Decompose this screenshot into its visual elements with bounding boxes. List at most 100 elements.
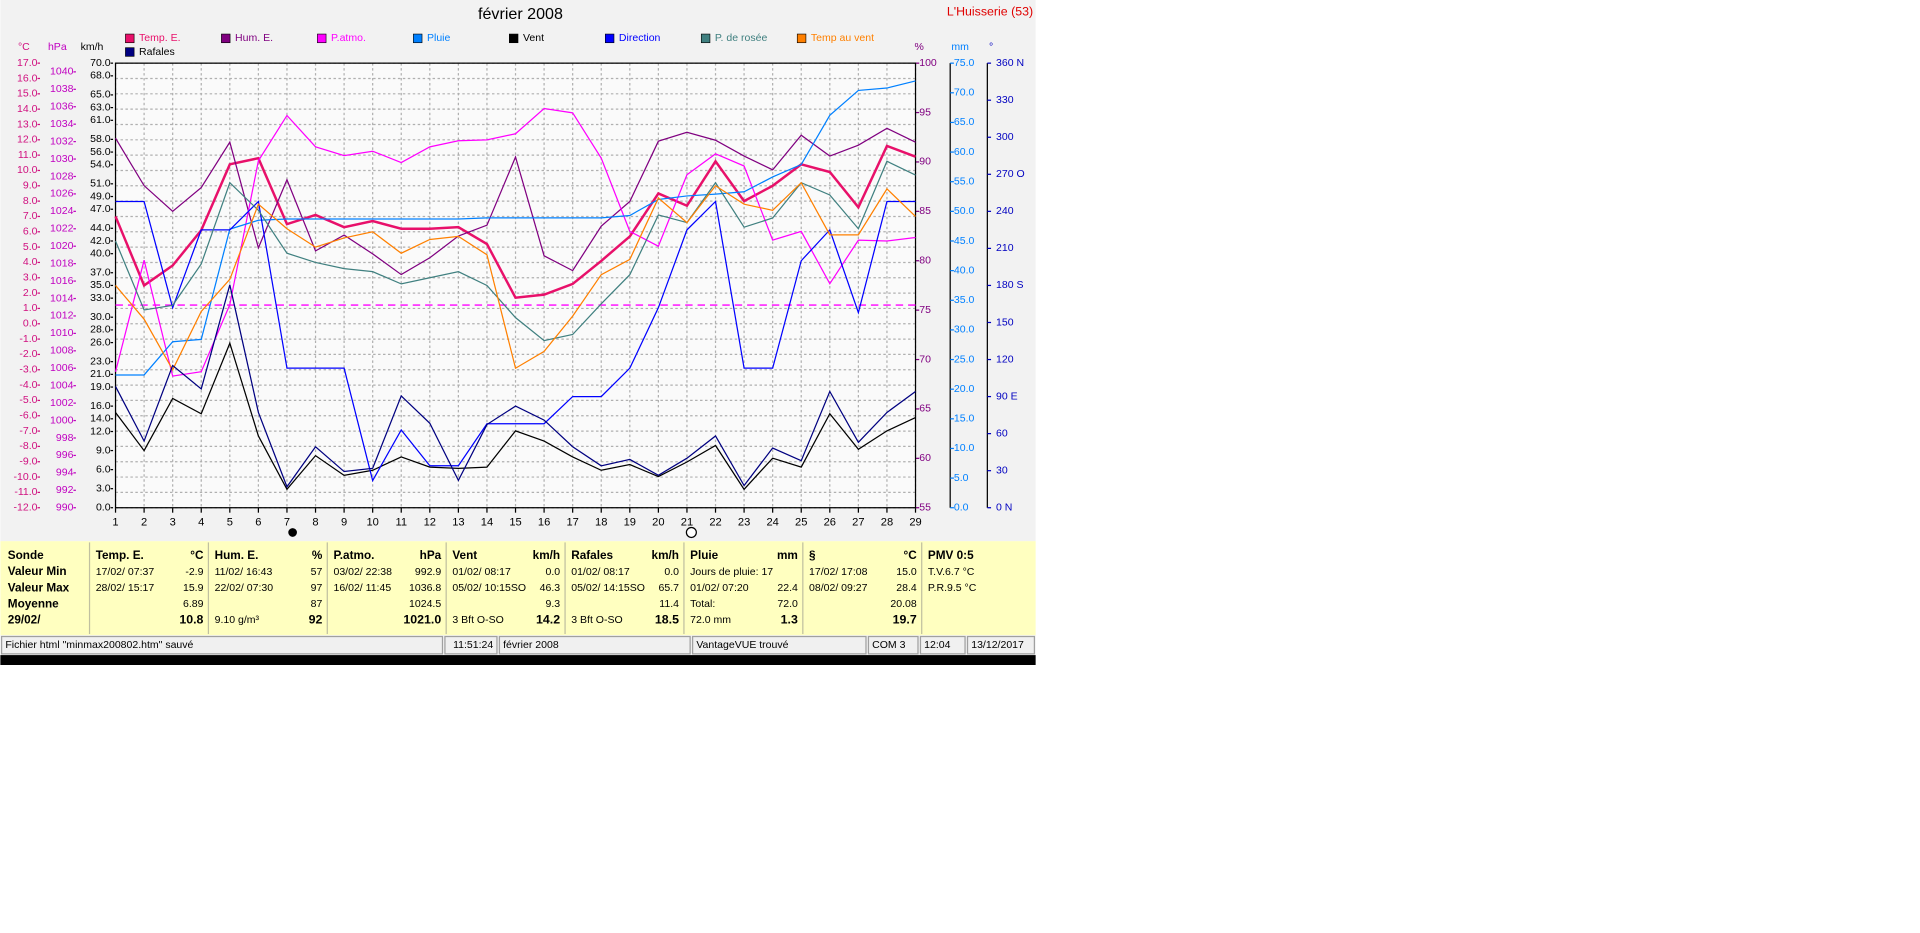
summary-value: 65.7: [659, 582, 680, 594]
summary-value: 46.3: [540, 582, 561, 594]
status-cell: [498, 635, 691, 655]
summary-value: 14.2: [536, 613, 560, 627]
y-tick-label: 1014: [50, 292, 74, 304]
summary-text: 03/02/ 22:38: [333, 566, 392, 578]
x-tick-label: 26: [824, 517, 836, 529]
summary-header: Vent: [452, 549, 477, 562]
summary-unit: km/h: [652, 549, 679, 562]
summary-value: 15.0: [896, 566, 917, 578]
summary-header: Pluie: [690, 549, 719, 562]
y-tick-label: 14.0: [90, 413, 111, 425]
summary-text: 01/02/ 08:17: [452, 566, 511, 578]
legend-swatch: [509, 33, 519, 44]
summary-header: P.atmo.: [333, 549, 374, 562]
summary-text: 17/02/ 07:37: [96, 566, 155, 578]
y-tick-label: 15.0: [17, 88, 38, 100]
x-tick-label: 2: [141, 517, 147, 529]
axis-title: hPa: [48, 41, 67, 53]
x-tick-label: 14: [481, 517, 493, 529]
axis-title: %: [915, 41, 924, 53]
y-tick-label: 60.0: [954, 146, 975, 158]
legend-swatch: [700, 33, 711, 44]
x-tick-label: 4: [198, 517, 204, 529]
summary-text: 16/02/ 11:45: [333, 582, 391, 594]
y-tick-label: 15.0: [954, 413, 975, 425]
status-cell: [966, 635, 1036, 655]
station-name: L'Huisserie (53): [947, 5, 1033, 19]
y-tick-label: 30: [996, 464, 1008, 476]
y-tick-label: 37.0: [90, 267, 111, 279]
legend-label: Temp au vent: [811, 32, 874, 44]
y-tick-label: 1036: [50, 101, 74, 113]
y-tick-label: 42.0: [90, 235, 111, 247]
y-tick-label: 40.0: [954, 264, 975, 276]
x-tick-label: 3: [170, 517, 176, 529]
y-tick-label: 10.0: [17, 164, 38, 176]
x-tick-label: 19: [624, 517, 636, 529]
summary-header: §: [809, 549, 816, 562]
y-tick-label: 14.0: [17, 103, 38, 115]
legend-label: Hum. E.: [235, 32, 273, 44]
legend-label: Rafales: [139, 46, 175, 58]
plot-frame: [114, 62, 917, 509]
y-tick-label: 70.0: [90, 57, 111, 69]
summary-unit: km/h: [533, 549, 560, 562]
y-tick-label: 330: [996, 94, 1014, 106]
y-tick-label: 1038: [50, 83, 74, 95]
y-tick-label: 54.0: [90, 159, 111, 171]
summary-value: 28.4: [896, 582, 917, 594]
status-text: 11:51:24: [453, 639, 493, 651]
status-cell: [867, 635, 919, 655]
y-tick-label: 49.0: [90, 190, 111, 202]
summary-row-label: Valeur Max: [8, 581, 70, 594]
y-tick-label: 80: [919, 255, 931, 267]
y-tick-label: 33.0: [90, 292, 111, 304]
status-text: Fichier html "minmax200802.htm" sauvé: [5, 639, 193, 651]
legend-label: Pluie: [427, 32, 451, 44]
y-tick-label: 70.0: [954, 87, 975, 99]
summary-value: 11.4: [659, 598, 679, 610]
y-tick-label: 45.0: [954, 235, 975, 247]
series-line: [115, 341, 916, 491]
y-tick-label: 9.0: [96, 444, 111, 456]
x-tick-label: 16: [538, 517, 550, 529]
legend-label: P.atmo.: [331, 32, 366, 44]
y-tick-label: -2.0: [19, 348, 37, 360]
y-tick-label: 120: [996, 353, 1014, 365]
summary-header: Temp. E.: [96, 549, 144, 562]
summary-row-label: Valeur Min: [8, 565, 67, 578]
x-tick-label: 29: [909, 517, 921, 529]
y-tick-label: 95: [919, 106, 931, 118]
status-text: 13/12/2017: [971, 639, 1024, 651]
y-tick-label: -8.0: [19, 440, 37, 452]
y-tick-label: 300: [996, 131, 1014, 143]
status-text: COM 3: [872, 639, 905, 651]
x-tick-label: 5: [227, 517, 233, 529]
series-line: [114, 144, 916, 300]
series-line: [115, 127, 916, 276]
y-tick-label: 65: [919, 403, 931, 415]
x-tick-label: 12: [424, 517, 436, 529]
status-text: VantageVUE trouvé: [696, 639, 788, 651]
y-tick-label: 1012: [50, 310, 74, 322]
status-cell: [919, 635, 966, 655]
legend-label: Temp. E.: [139, 32, 181, 44]
legend-swatch: [125, 33, 135, 44]
series-line: [114, 284, 916, 489]
y-tick-label: 55: [919, 502, 931, 514]
summary-unit: mm: [777, 549, 798, 562]
x-tick-label: 22: [709, 517, 721, 529]
summary-text: 05/02/ 14:15SO: [571, 582, 645, 594]
legend-swatch: [796, 33, 807, 44]
y-tick-label: 11.0: [18, 149, 38, 161]
x-tick-label: 7: [284, 517, 290, 529]
y-tick-label: 70: [919, 353, 931, 365]
y-tick-label: 1024: [50, 205, 74, 217]
status-cell: [691, 635, 867, 655]
summary-value: 57: [311, 566, 323, 578]
y-tick-label: 0.0: [23, 318, 38, 330]
status-text: 12:04: [924, 639, 950, 651]
summary-text: 17/02/ 17:08: [809, 566, 868, 578]
summary-text: 72.0 mm: [690, 614, 731, 626]
y-tick-label: 50.0: [954, 205, 975, 217]
